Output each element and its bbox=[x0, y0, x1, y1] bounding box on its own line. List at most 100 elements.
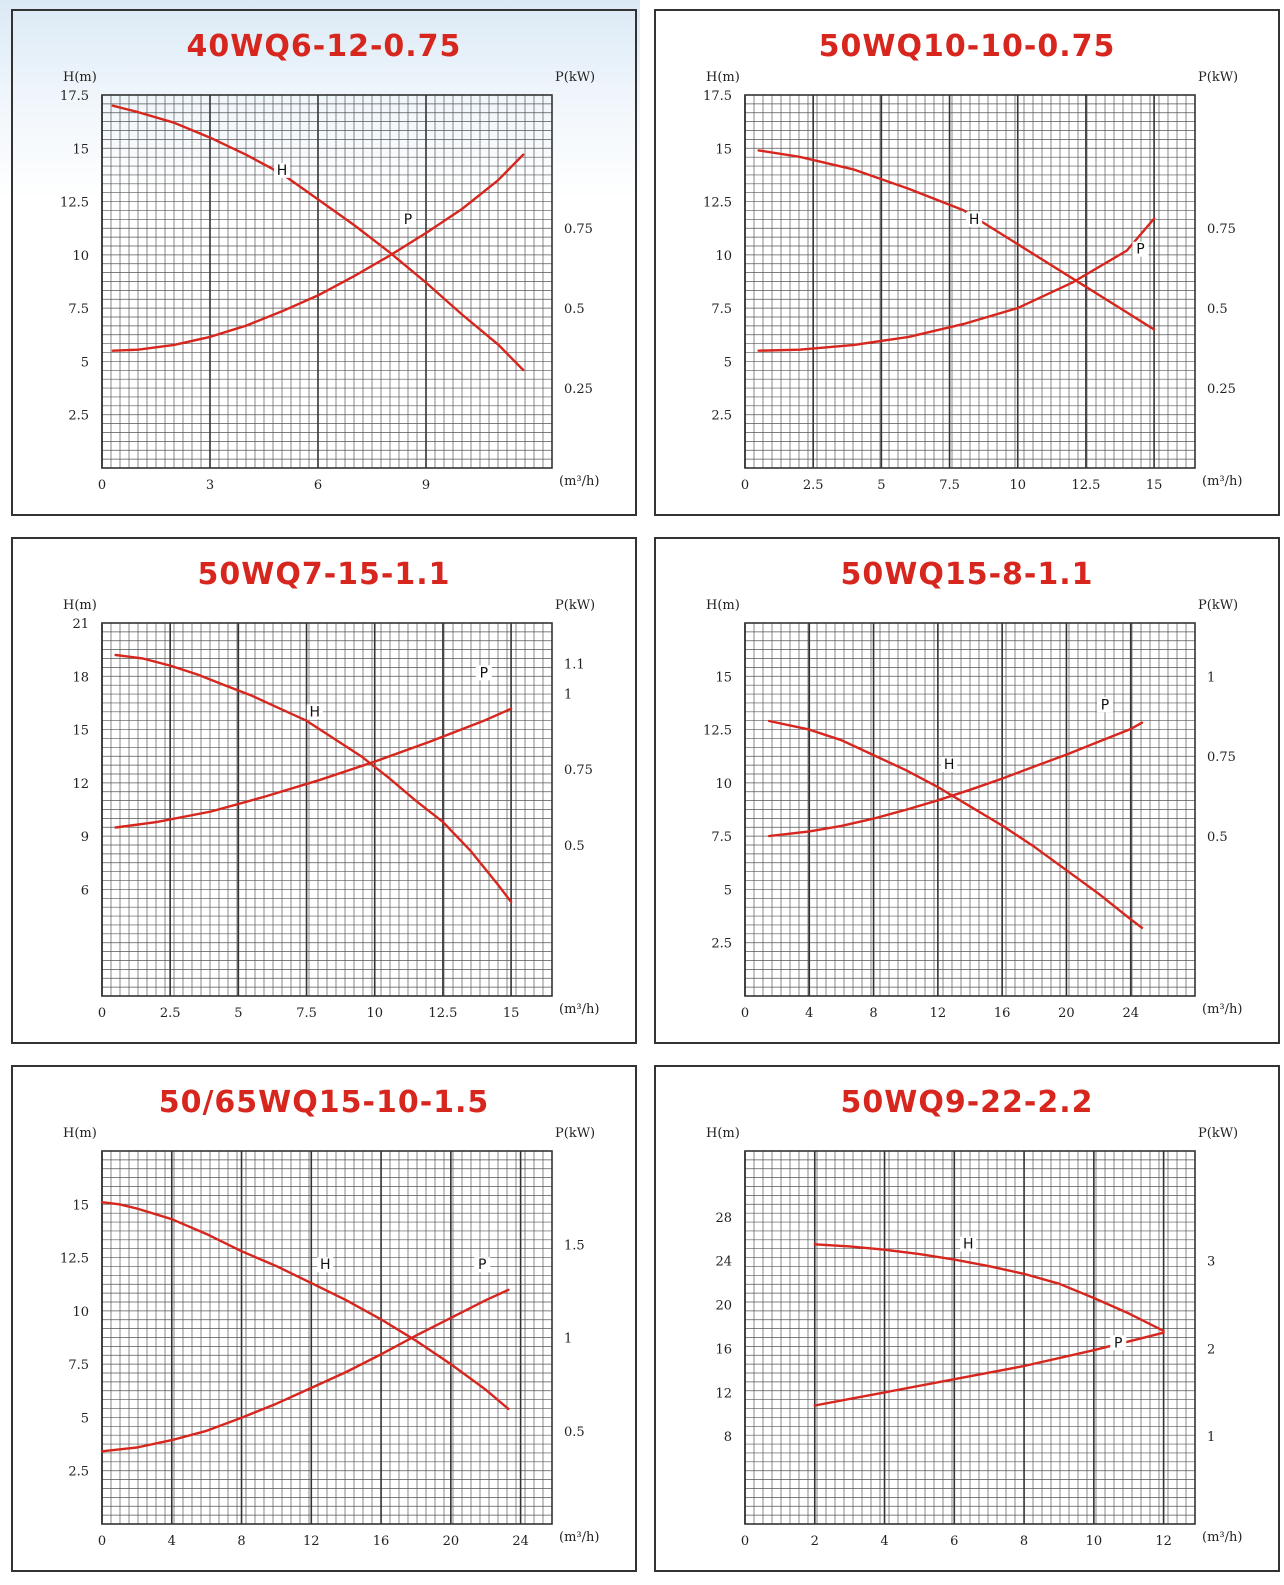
curve-label-P: P bbox=[1101, 697, 1109, 713]
x-tick-label: 0 bbox=[741, 1006, 749, 1021]
y-tick-label: 2.5 bbox=[68, 409, 89, 424]
y-tick-label: 5 bbox=[81, 1411, 89, 1426]
y2-tick-label: 2 bbox=[1207, 1342, 1215, 1357]
x-tick-label: 4 bbox=[805, 1006, 813, 1021]
x-tick-label: 10 bbox=[366, 1006, 383, 1021]
curve-label-H: H bbox=[969, 212, 980, 228]
x-tick-label: 24 bbox=[1122, 1006, 1139, 1021]
chart-svg: H(m) P(kW) (m³/h) 0 4 8 12 16 20 24 2.5 5 7.5 10 12.5 1… bbox=[703, 598, 1242, 1021]
y-tick-label: 2.5 bbox=[711, 937, 732, 952]
curve-label-bg bbox=[1110, 1335, 1127, 1351]
curve-label-P: P bbox=[478, 1257, 486, 1273]
y-tick-label: 7.5 bbox=[711, 302, 732, 317]
y-tick-label: 10 bbox=[715, 249, 732, 264]
y2-axis-title: P(kW) bbox=[555, 1126, 595, 1141]
chart-svg: H(m) P(kW) (m³/h) 0 2.5 5 7.5 10 12.5 15 6 9 12 15 18 2… bbox=[63, 598, 599, 1021]
y-tick-label: 12.5 bbox=[60, 1252, 89, 1267]
y-tick-label: 12 bbox=[715, 1386, 732, 1401]
chart-title: 50WQ15-8-1.1 bbox=[840, 557, 1094, 592]
y-tick-label: 28 bbox=[715, 1211, 732, 1226]
chart-panel-50WQ15-8-1.1: 50WQ15-8-1.1 H(m) P(kW) (m³/h) 0 4 8 12 16 20 24 2… bbox=[654, 537, 1280, 1044]
y2-tick-label: 0.75 bbox=[564, 222, 593, 237]
y2-axis-title: P(kW) bbox=[555, 70, 595, 85]
chart-title: 50WQ10-10-0.75 bbox=[818, 29, 1116, 64]
y-tick-label: 15 bbox=[715, 670, 732, 685]
x-tick-label: 0 bbox=[98, 1534, 106, 1549]
x-tick-label: 3 bbox=[206, 478, 214, 493]
series-H-curve bbox=[767, 719, 1144, 929]
grid bbox=[744, 622, 1196, 997]
y2-tick-label: 0.5 bbox=[564, 839, 585, 854]
y-tick-label: 15 bbox=[72, 724, 89, 739]
y2-tick-label: 1 bbox=[564, 688, 572, 703]
curve-label-bg bbox=[400, 211, 416, 227]
series-P-curve bbox=[114, 707, 513, 829]
x-tick-label: 8 bbox=[237, 1534, 245, 1549]
chart-panel-50WQ9-22-2.2: 50WQ9-22-2.2 H(m) P(kW) (m³/h) 0 2 4 6 8 10 12 8 12… bbox=[654, 1065, 1280, 1572]
curve-label-bg bbox=[1097, 697, 1113, 713]
x-tick-label: 0 bbox=[98, 478, 106, 493]
y-tick-label: 12 bbox=[72, 777, 89, 792]
series-P-curve bbox=[757, 217, 1156, 352]
grid bbox=[744, 1150, 1196, 1525]
curve-label-bg bbox=[274, 162, 290, 178]
chart-title: 50WQ9-22-2.2 bbox=[840, 1085, 1094, 1120]
plot-frame bbox=[744, 622, 1196, 997]
curve-label-bg bbox=[317, 1257, 334, 1273]
y2-tick-label: 1.1 bbox=[564, 657, 585, 672]
y2-tick-label: 0.5 bbox=[1207, 830, 1228, 845]
series-P-curve bbox=[767, 721, 1144, 838]
y-tick-label: 5 bbox=[724, 883, 732, 898]
x-tick-label: 7.5 bbox=[296, 1006, 317, 1021]
x-tick-label: 7.5 bbox=[939, 478, 960, 493]
y-tick-label: 10 bbox=[72, 249, 89, 264]
plot-frame bbox=[101, 1150, 553, 1525]
x-unit-label: (m³/h) bbox=[1202, 474, 1242, 489]
plot-frame bbox=[744, 1150, 1196, 1525]
y2-tick-label: 0.75 bbox=[1207, 750, 1236, 765]
x-tick-label: 20 bbox=[443, 1534, 460, 1549]
y-tick-label: 6 bbox=[81, 883, 89, 898]
y-tick-label: 15 bbox=[72, 142, 89, 157]
x-tick-label: 15 bbox=[1146, 478, 1163, 493]
y2-tick-label: 1 bbox=[564, 1332, 572, 1347]
series-H-curve bbox=[757, 149, 1156, 331]
curve-label-P: P bbox=[1114, 1335, 1122, 1351]
series-P-curve bbox=[813, 1331, 1165, 1407]
x-tick-label: 5 bbox=[234, 1006, 242, 1021]
x-unit-label: (m³/h) bbox=[559, 474, 599, 489]
y-tick-label: 5 bbox=[724, 355, 732, 370]
series-H-curve bbox=[114, 653, 513, 904]
y-axis-title: H(m) bbox=[63, 70, 97, 85]
chart-svg: H(m) P(kW) (m³/h) 0 3 6 9 2.5 5 7.5 10 12.5 15 17.5 0.… bbox=[60, 70, 599, 493]
x-tick-label: 10 bbox=[1086, 1534, 1103, 1549]
y-tick-label: 7.5 bbox=[711, 830, 732, 845]
curve-label-bg bbox=[306, 704, 323, 720]
x-tick-label: 12 bbox=[930, 1006, 947, 1021]
x-tick-label: 20 bbox=[1058, 1006, 1075, 1021]
y2-tick-label: 1 bbox=[1207, 670, 1215, 685]
chart-panel-50WQ10-10-0.75: 50WQ10-10-0.75 H(m) P(kW) (m³/h) 0 2.5 5 7.5 10… bbox=[654, 9, 1280, 516]
x-tick-label: 12 bbox=[1155, 1534, 1172, 1549]
x-tick-label: 8 bbox=[1020, 1534, 1028, 1549]
x-tick-label: 12 bbox=[303, 1534, 320, 1549]
x-tick-label: 2.5 bbox=[160, 1006, 181, 1021]
y-tick-label: 10 bbox=[715, 777, 732, 792]
curve-label-P: P bbox=[404, 212, 412, 228]
y-tick-label: 16 bbox=[715, 1342, 732, 1357]
curve-label-bg bbox=[1132, 241, 1149, 257]
y-tick-label: 9 bbox=[81, 830, 89, 845]
x-tick-label: 15 bbox=[503, 1006, 520, 1021]
curve-label-H: H bbox=[944, 757, 955, 773]
y2-tick-label: 3 bbox=[1207, 1255, 1215, 1270]
x-tick-label: 24 bbox=[512, 1534, 529, 1549]
y-tick-label: 12.5 bbox=[703, 724, 732, 739]
y2-tick-label: 0.5 bbox=[564, 302, 585, 317]
y2-tick-label: 1.5 bbox=[564, 1238, 585, 1253]
y-axis-title: H(m) bbox=[706, 598, 740, 613]
grid bbox=[101, 1150, 553, 1525]
plot-frame bbox=[744, 94, 1196, 469]
y-tick-label: 21 bbox=[72, 617, 89, 632]
x-tick-label: 2 bbox=[811, 1534, 819, 1549]
chart-svg: H(m) P(kW) (m³/h) 0 4 8 12 16 20 24 2.5 5 7.5 10 12.5 1… bbox=[60, 1126, 599, 1549]
